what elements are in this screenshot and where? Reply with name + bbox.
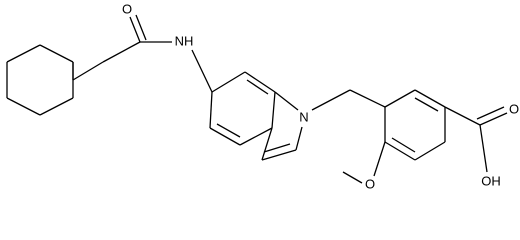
bond [295, 126, 303, 151]
bond [135, 14, 147, 41]
bond [6, 44, 41, 63]
atom-label: O [509, 101, 519, 116]
bond [342, 171, 363, 184]
bond [479, 112, 508, 126]
bond [216, 123, 241, 138]
bond [191, 49, 213, 93]
bond [444, 106, 481, 126]
bond [102, 41, 141, 63]
bond [271, 91, 276, 129]
atom-label: NH [175, 33, 194, 48]
bond [373, 141, 386, 177]
bond [246, 79, 269, 95]
bond [211, 71, 246, 93]
bond [311, 89, 351, 111]
bond [39, 97, 74, 116]
atom-label: OH [481, 173, 501, 188]
bond [476, 106, 505, 120]
bond [414, 89, 446, 108]
molecule-diagram: O NH N O O OH [6, 1, 519, 191]
bond [261, 149, 297, 161]
bond [384, 141, 416, 161]
bond [239, 127, 273, 146]
bond [391, 137, 416, 153]
bond [414, 141, 446, 161]
atom-labels: O NH N O O OH [122, 1, 519, 191]
bond [39, 44, 74, 63]
atom-label: O [365, 176, 375, 191]
bond [414, 97, 439, 112]
bond [274, 91, 299, 111]
atom-label: N [299, 109, 308, 124]
bonds [6, 14, 508, 184]
bond [209, 91, 213, 129]
bond [349, 89, 386, 108]
bond [209, 127, 241, 146]
bond [244, 71, 276, 93]
atom-label: O [122, 1, 132, 16]
bond [479, 124, 488, 173]
bond [261, 127, 273, 161]
bond [384, 89, 416, 108]
bond [129, 16, 141, 43]
bond [72, 61, 104, 81]
bond [263, 143, 291, 153]
bond [6, 97, 41, 116]
